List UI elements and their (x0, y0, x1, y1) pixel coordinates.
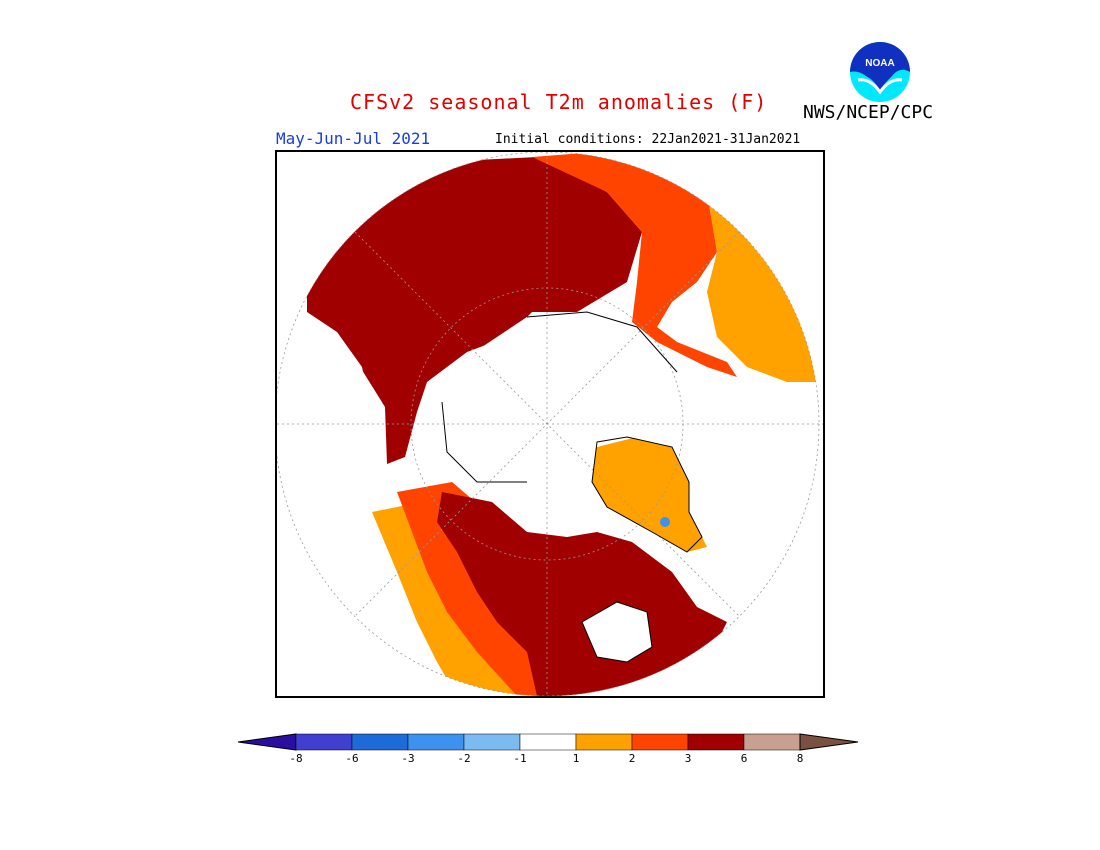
legend-tick-label: 2 (628, 752, 636, 765)
north-america-core-region (437, 492, 727, 696)
legend-tick-label: 6 (740, 752, 748, 765)
legend-tick-label: 8 (796, 752, 804, 765)
legend-swatch (575, 733, 633, 751)
legend-swatch (631, 733, 689, 751)
legend-swatch (519, 733, 577, 751)
legend-tick-label: 1 (572, 752, 580, 765)
cold-spot (660, 517, 670, 527)
legend-tick-label: -3 (401, 752, 415, 765)
legend-swatch (407, 733, 465, 751)
legend-swatch (743, 733, 801, 751)
svg-text:NOAA: NOAA (865, 58, 894, 69)
legend-tick-label: -6 (345, 752, 359, 765)
greenland-anomaly-region (592, 437, 707, 552)
legend-arrow-high (799, 733, 859, 751)
legend-tick-label: -8 (289, 752, 303, 765)
polar-map (275, 150, 825, 698)
legend-swatch (351, 733, 409, 751)
chart-title: CFSv2 seasonal T2m anomalies (F) (350, 90, 768, 114)
noaa-logo-icon: NOAA (850, 42, 910, 102)
legend-arrow-low (238, 733, 297, 751)
agency-label: NWS/NCEP/CPC (803, 102, 934, 123)
legend-swatch (463, 733, 521, 751)
legend-tick-label: -1 (513, 752, 527, 765)
initial-conditions-label: Initial conditions: 22Jan2021-31Jan2021 (495, 132, 801, 147)
period-label: May-Jun-Jul 2021 (276, 129, 431, 148)
east-asia-anomaly-region (532, 152, 737, 377)
arctic-ocean (442, 312, 682, 482)
color-legend (238, 733, 859, 751)
alaska-region (282, 332, 372, 482)
hudson-bay (582, 602, 652, 662)
legend-tick-label: -2 (457, 752, 471, 765)
eurasia-anomaly-region (307, 157, 642, 464)
legend-swatch (687, 733, 745, 751)
legend-swatch (295, 733, 353, 751)
legend-tick-label: 3 (684, 752, 692, 765)
